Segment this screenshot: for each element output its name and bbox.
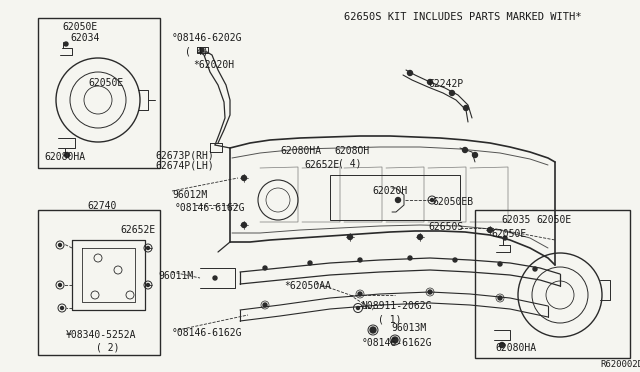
Circle shape	[241, 176, 246, 180]
Bar	[38, 210, 160, 355]
Text: 62652E: 62652E	[304, 160, 339, 170]
Circle shape	[263, 303, 267, 307]
Circle shape	[408, 256, 412, 260]
Circle shape	[472, 153, 477, 157]
Circle shape	[65, 153, 70, 157]
Circle shape	[449, 90, 454, 96]
Circle shape	[408, 71, 413, 76]
Text: °08146-6162G: °08146-6162G	[362, 338, 433, 348]
Text: 96013M: 96013M	[391, 323, 426, 333]
Bar	[475, 210, 630, 358]
Text: 62652E: 62652E	[120, 225, 156, 235]
Circle shape	[263, 266, 267, 270]
Text: 62050EB: 62050EB	[432, 197, 473, 207]
Circle shape	[147, 247, 150, 250]
Text: 62050E: 62050E	[62, 22, 97, 32]
Text: 62740: 62740	[87, 201, 116, 211]
Circle shape	[499, 343, 504, 347]
Circle shape	[498, 262, 502, 266]
Circle shape	[503, 236, 507, 240]
Text: ( 4): ( 4)	[338, 158, 362, 168]
Text: 62050E: 62050E	[88, 78, 124, 88]
Bar	[38, 18, 160, 168]
Text: N08911-2062G: N08911-2062G	[361, 301, 431, 311]
Circle shape	[533, 267, 537, 271]
Text: 62080HA: 62080HA	[495, 343, 536, 353]
Circle shape	[370, 327, 376, 333]
Text: °08146-6162G: °08146-6162G	[175, 203, 246, 213]
Text: 62050E: 62050E	[491, 229, 526, 239]
Bar	[330, 175, 460, 220]
Circle shape	[463, 106, 468, 110]
Text: 62674P(LH): 62674P(LH)	[155, 161, 214, 171]
Circle shape	[488, 228, 493, 232]
Text: 96012M: 96012M	[172, 190, 207, 200]
Circle shape	[453, 258, 457, 262]
Text: 62650S KIT INCLUDES PARTS MARKED WITH*: 62650S KIT INCLUDES PARTS MARKED WITH*	[344, 12, 582, 22]
Circle shape	[147, 283, 150, 286]
Circle shape	[358, 258, 362, 262]
Text: 6208OH: 6208OH	[334, 146, 369, 156]
Circle shape	[308, 261, 312, 265]
Circle shape	[396, 198, 401, 202]
Text: °08146-6162G: °08146-6162G	[172, 328, 243, 338]
Circle shape	[61, 307, 63, 310]
Text: R620002D: R620002D	[600, 360, 640, 369]
Circle shape	[463, 148, 467, 153]
Circle shape	[58, 283, 61, 286]
Circle shape	[241, 222, 246, 228]
Text: °08146-6202G: °08146-6202G	[172, 33, 243, 43]
Text: *62050AA: *62050AA	[284, 281, 331, 291]
Text: 62673P(RH): 62673P(RH)	[155, 150, 214, 160]
Text: 62080HA: 62080HA	[44, 152, 85, 162]
Circle shape	[392, 337, 398, 343]
Circle shape	[213, 276, 217, 280]
Text: 62034: 62034	[70, 33, 99, 43]
Text: ¥08340-5252A: ¥08340-5252A	[66, 330, 136, 340]
Circle shape	[358, 292, 362, 296]
Circle shape	[417, 234, 422, 240]
Text: 96011M: 96011M	[158, 271, 193, 281]
Circle shape	[200, 48, 204, 52]
Circle shape	[428, 80, 433, 84]
Circle shape	[428, 290, 432, 294]
Circle shape	[498, 296, 502, 300]
Circle shape	[356, 307, 360, 310]
Text: ( 1): ( 1)	[378, 314, 401, 324]
Text: 62050E: 62050E	[536, 215, 572, 225]
Circle shape	[348, 234, 353, 240]
Text: *62020H: *62020H	[193, 60, 234, 70]
Text: 62650S: 62650S	[428, 222, 463, 232]
Text: 62020H: 62020H	[372, 186, 407, 196]
Text: ( 2): ( 2)	[96, 342, 120, 352]
Text: 62035: 62035	[501, 215, 531, 225]
Circle shape	[431, 199, 433, 202]
Text: ( 4): ( 4)	[185, 47, 209, 57]
Text: 62080HA: 62080HA	[280, 146, 321, 156]
Text: 62242P: 62242P	[428, 79, 463, 89]
Circle shape	[64, 42, 68, 46]
Circle shape	[58, 244, 61, 247]
